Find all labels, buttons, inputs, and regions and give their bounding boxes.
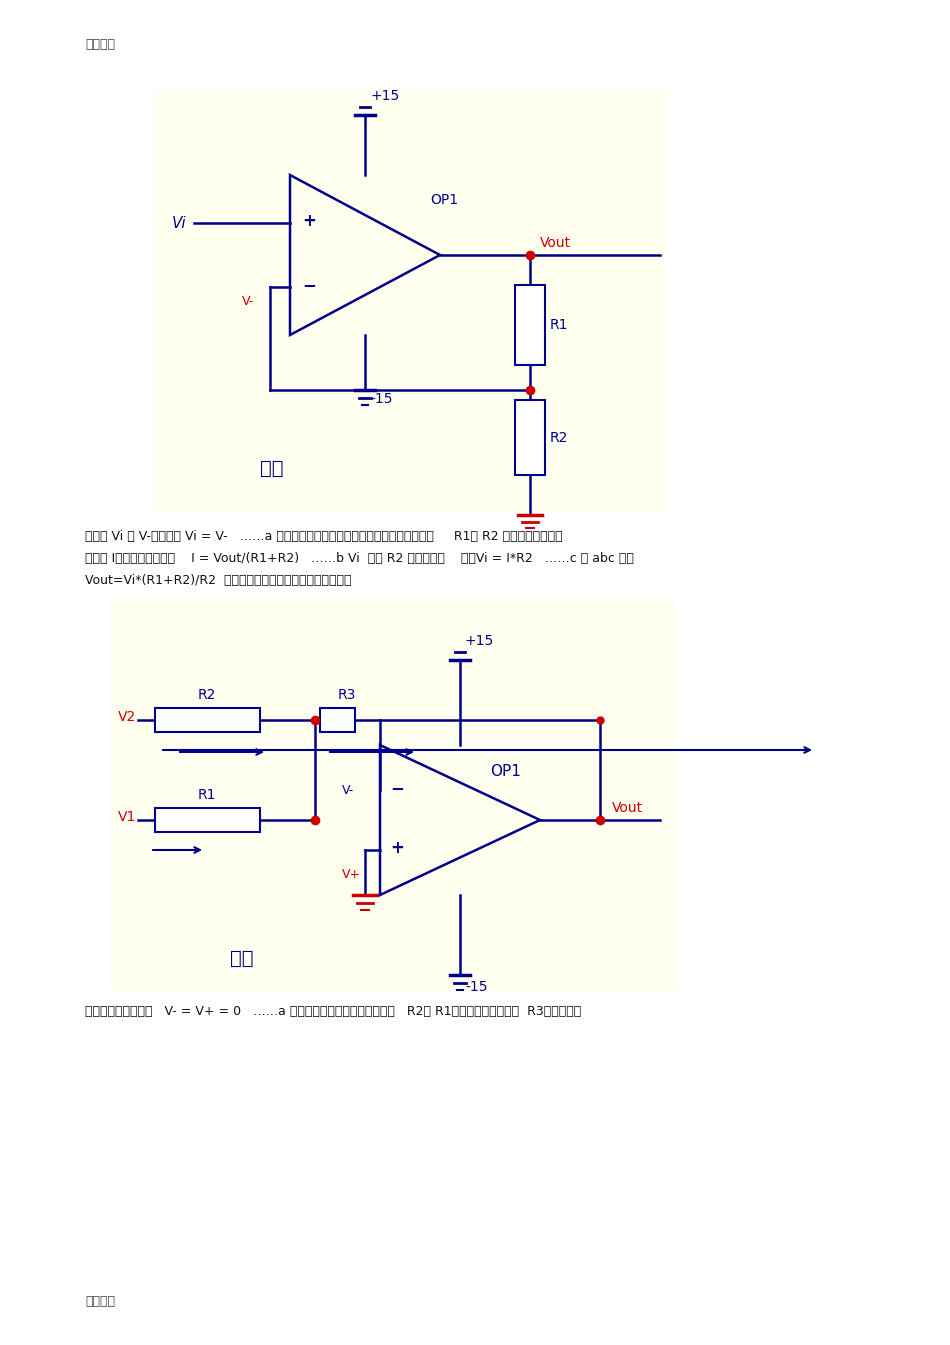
Text: R1: R1 xyxy=(550,317,568,332)
Text: R1: R1 xyxy=(198,788,217,802)
Text: 文档大全: 文档大全 xyxy=(85,1295,115,1307)
Text: −: − xyxy=(302,276,315,295)
Text: +: + xyxy=(390,839,404,857)
Text: Vout=Vi*(R1+R2)/R2  这就是传说中的同向放大器的公式了。: Vout=Vi*(R1+R2)/R2 这就是传说中的同向放大器的公式了。 xyxy=(85,574,352,586)
Bar xyxy=(320,707,355,732)
Bar xyxy=(110,600,675,990)
Bar xyxy=(155,90,665,510)
Text: -15: -15 xyxy=(370,391,392,406)
Text: V-: V- xyxy=(342,784,354,796)
Text: 圖二: 圖二 xyxy=(260,459,283,477)
Text: +: + xyxy=(302,213,315,230)
Text: R3: R3 xyxy=(338,689,356,702)
Text: +15: +15 xyxy=(465,633,494,648)
Text: −: − xyxy=(390,779,404,798)
Text: 图二中 Vi 与 V-虚短，则 Vi = V-   ……a 因为虚断，反向输入端没有电流输入输出，通过     R1和 R2 的电流相等，设此: 图二中 Vi 与 V-虚短，则 Vi = V- ……a 因为虚断，反向输入端没有… xyxy=(85,530,562,543)
Text: R2: R2 xyxy=(198,689,217,702)
Text: 实用标准: 实用标准 xyxy=(85,38,115,51)
Bar xyxy=(155,707,260,732)
Text: 圖三: 圖三 xyxy=(230,948,254,967)
Text: V+: V+ xyxy=(342,868,361,881)
Text: -15: -15 xyxy=(465,981,487,994)
Text: V2: V2 xyxy=(118,710,136,724)
Text: OP1: OP1 xyxy=(430,192,458,207)
Bar xyxy=(515,399,545,475)
Text: Vout: Vout xyxy=(540,235,571,250)
Text: V1: V1 xyxy=(118,810,137,824)
Bar xyxy=(155,808,260,833)
Text: Vi: Vi xyxy=(172,215,186,230)
Text: R2: R2 xyxy=(550,430,568,444)
Text: V-: V- xyxy=(242,295,255,308)
Text: +15: +15 xyxy=(370,89,399,104)
Text: OP1: OP1 xyxy=(490,764,521,779)
Bar xyxy=(515,285,545,364)
Text: 电流为 I，由欧姆定律得：    I = Vout/(R1+R2)   ……b Vi  等于 R2 上的分压，    即：Vi = I*R2   ……c 由 a: 电流为 I，由欧姆定律得： I = Vout/(R1+R2) ……b Vi 等于… xyxy=(85,551,634,565)
Text: 图三中，由虚短知：   V- = V+ = 0   ……a 由虚断及基尔霍夫定律知，通过   R2与 R1的电流之和等于通过  R3的电流，故: 图三中，由虚短知： V- = V+ = 0 ……a 由虚断及基尔霍夫定律知，通过… xyxy=(85,1005,581,1018)
Text: Vout: Vout xyxy=(612,802,643,815)
